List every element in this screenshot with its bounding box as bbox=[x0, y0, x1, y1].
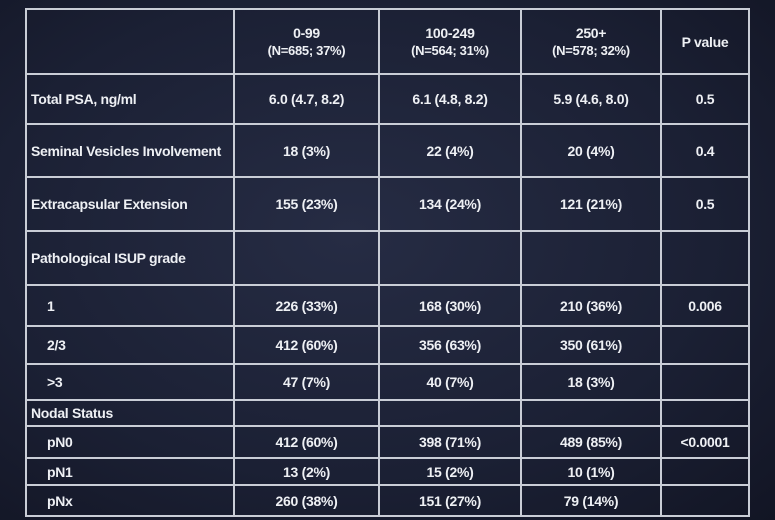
empty-cell bbox=[660, 484, 750, 517]
row-label: Nodal Status bbox=[25, 399, 235, 427]
empty-cell bbox=[660, 363, 750, 401]
table-cell: <0.0001 bbox=[660, 425, 750, 459]
table-cell: 20 (4%) bbox=[520, 123, 662, 178]
table-cell: 40 (7%) bbox=[378, 363, 522, 401]
table-row: >3 47 (7%) 40 (7%) 18 (3%) bbox=[25, 363, 750, 401]
empty-cell bbox=[520, 230, 662, 286]
table-row: pN0 412 (60%) 398 (71%) 489 (85%) <0.0001 bbox=[25, 425, 750, 459]
header-note: (N=578; 32%) bbox=[552, 43, 630, 58]
table-cell: 134 (24%) bbox=[378, 176, 522, 232]
header-label: 0-99 bbox=[293, 25, 320, 41]
table-cell: 10 (1%) bbox=[520, 457, 662, 486]
row-label: Extracapsular Extension bbox=[25, 176, 235, 232]
table-cell: 47 (7%) bbox=[233, 363, 380, 401]
table-cell: 15 (2%) bbox=[378, 457, 522, 486]
table-cell: 22 (4%) bbox=[378, 123, 522, 178]
row-label: >3 bbox=[25, 363, 235, 401]
table-cell: 155 (23%) bbox=[233, 176, 380, 232]
table-cell: 121 (21%) bbox=[520, 176, 662, 232]
empty-cell bbox=[378, 230, 522, 286]
table-cell: 226 (33%) bbox=[233, 284, 380, 327]
table-cell: 0.4 bbox=[660, 123, 750, 178]
empty-cell bbox=[520, 399, 662, 427]
table-row: Pathological ISUP grade bbox=[25, 230, 750, 286]
row-label: 2/3 bbox=[25, 325, 235, 365]
table-cell: 0.5 bbox=[660, 73, 750, 125]
row-label: pNx bbox=[25, 484, 235, 517]
table-cell: 260 (38%) bbox=[233, 484, 380, 517]
row-label: Pathological ISUP grade bbox=[25, 230, 235, 286]
table-row: Seminal Vesicles Involvement 18 (3%) 22 (4… bbox=[25, 123, 750, 178]
data-table: 0-99 (N=685; 37%) 100-249 (N=564; 31%) 250+ (… bbox=[25, 8, 750, 517]
table-cell: 151 (27%) bbox=[378, 484, 522, 517]
header-label: 100-249 bbox=[425, 25, 475, 41]
header-cell bbox=[25, 8, 235, 75]
empty-cell bbox=[233, 230, 380, 286]
table-cell: 6.1 (4.8, 8.2) bbox=[378, 73, 522, 125]
header-cell: P value bbox=[660, 8, 750, 75]
header-label: P value bbox=[681, 33, 729, 50]
table-cell: 412 (60%) bbox=[233, 325, 380, 365]
table-row: 2/3 412 (60%) 356 (63%) 350 (61%) bbox=[25, 325, 750, 365]
table-row: Total PSA, ng/ml 6.0 (4.7, 8.2) 6.1 (4.8, … bbox=[25, 73, 750, 125]
table-row: pN1 13 (2%) 15 (2%) 10 (1%) bbox=[25, 457, 750, 486]
table-cell: 0.5 bbox=[660, 176, 750, 232]
table-cell: 350 (61%) bbox=[520, 325, 662, 365]
table-cell: 0.006 bbox=[660, 284, 750, 327]
table-container: 0-99 (N=685; 37%) 100-249 (N=564; 31%) 250+ (… bbox=[25, 8, 750, 517]
table-cell: 210 (36%) bbox=[520, 284, 662, 327]
table-cell: 398 (71%) bbox=[378, 425, 522, 459]
table-cell: 356 (63%) bbox=[378, 325, 522, 365]
table-cell: 168 (30%) bbox=[378, 284, 522, 327]
table-row: 1 226 (33%) 168 (30%) 210 (36%) 0.006 bbox=[25, 284, 750, 327]
header-note: (N=564; 31%) bbox=[411, 43, 489, 58]
empty-cell bbox=[233, 399, 380, 427]
table-row: Nodal Status bbox=[25, 399, 750, 427]
header-row: 0-99 (N=685; 37%) 100-249 (N=564; 31%) 250+ (… bbox=[25, 8, 750, 75]
empty-cell bbox=[660, 325, 750, 365]
header-cell: 0-99 (N=685; 37%) bbox=[233, 8, 380, 75]
row-label: 1 bbox=[25, 284, 235, 327]
table-cell: 5.9 (4.6, 8.0) bbox=[520, 73, 662, 125]
empty-cell bbox=[660, 457, 750, 486]
row-label: Total PSA, ng/ml bbox=[25, 73, 235, 125]
row-label: pN1 bbox=[25, 457, 235, 486]
table-cell: 489 (85%) bbox=[520, 425, 662, 459]
table-cell: 412 (60%) bbox=[233, 425, 380, 459]
empty-cell bbox=[660, 399, 750, 427]
row-label: pN0 bbox=[25, 425, 235, 459]
table-cell: 18 (3%) bbox=[233, 123, 380, 178]
table-cell: 13 (2%) bbox=[233, 457, 380, 486]
table-cell: 79 (14%) bbox=[520, 484, 662, 517]
empty-cell bbox=[660, 230, 750, 286]
header-label: 250+ bbox=[575, 25, 607, 41]
header-cell: 100-249 (N=564; 31%) bbox=[378, 8, 522, 75]
table-cell: 6.0 (4.7, 8.2) bbox=[233, 73, 380, 125]
header-note: (N=685; 37%) bbox=[267, 43, 346, 58]
table-row: Extracapsular Extension 155 (23%) 134 (24%… bbox=[25, 176, 750, 232]
table-cell: 18 (3%) bbox=[520, 363, 662, 401]
row-label: Seminal Vesicles Involvement bbox=[25, 123, 235, 178]
header-cell: 250+ (N=578; 32%) bbox=[520, 8, 662, 75]
empty-cell bbox=[378, 399, 522, 427]
table-row: pNx 260 (38%) 151 (27%) 79 (14%) bbox=[25, 484, 750, 517]
